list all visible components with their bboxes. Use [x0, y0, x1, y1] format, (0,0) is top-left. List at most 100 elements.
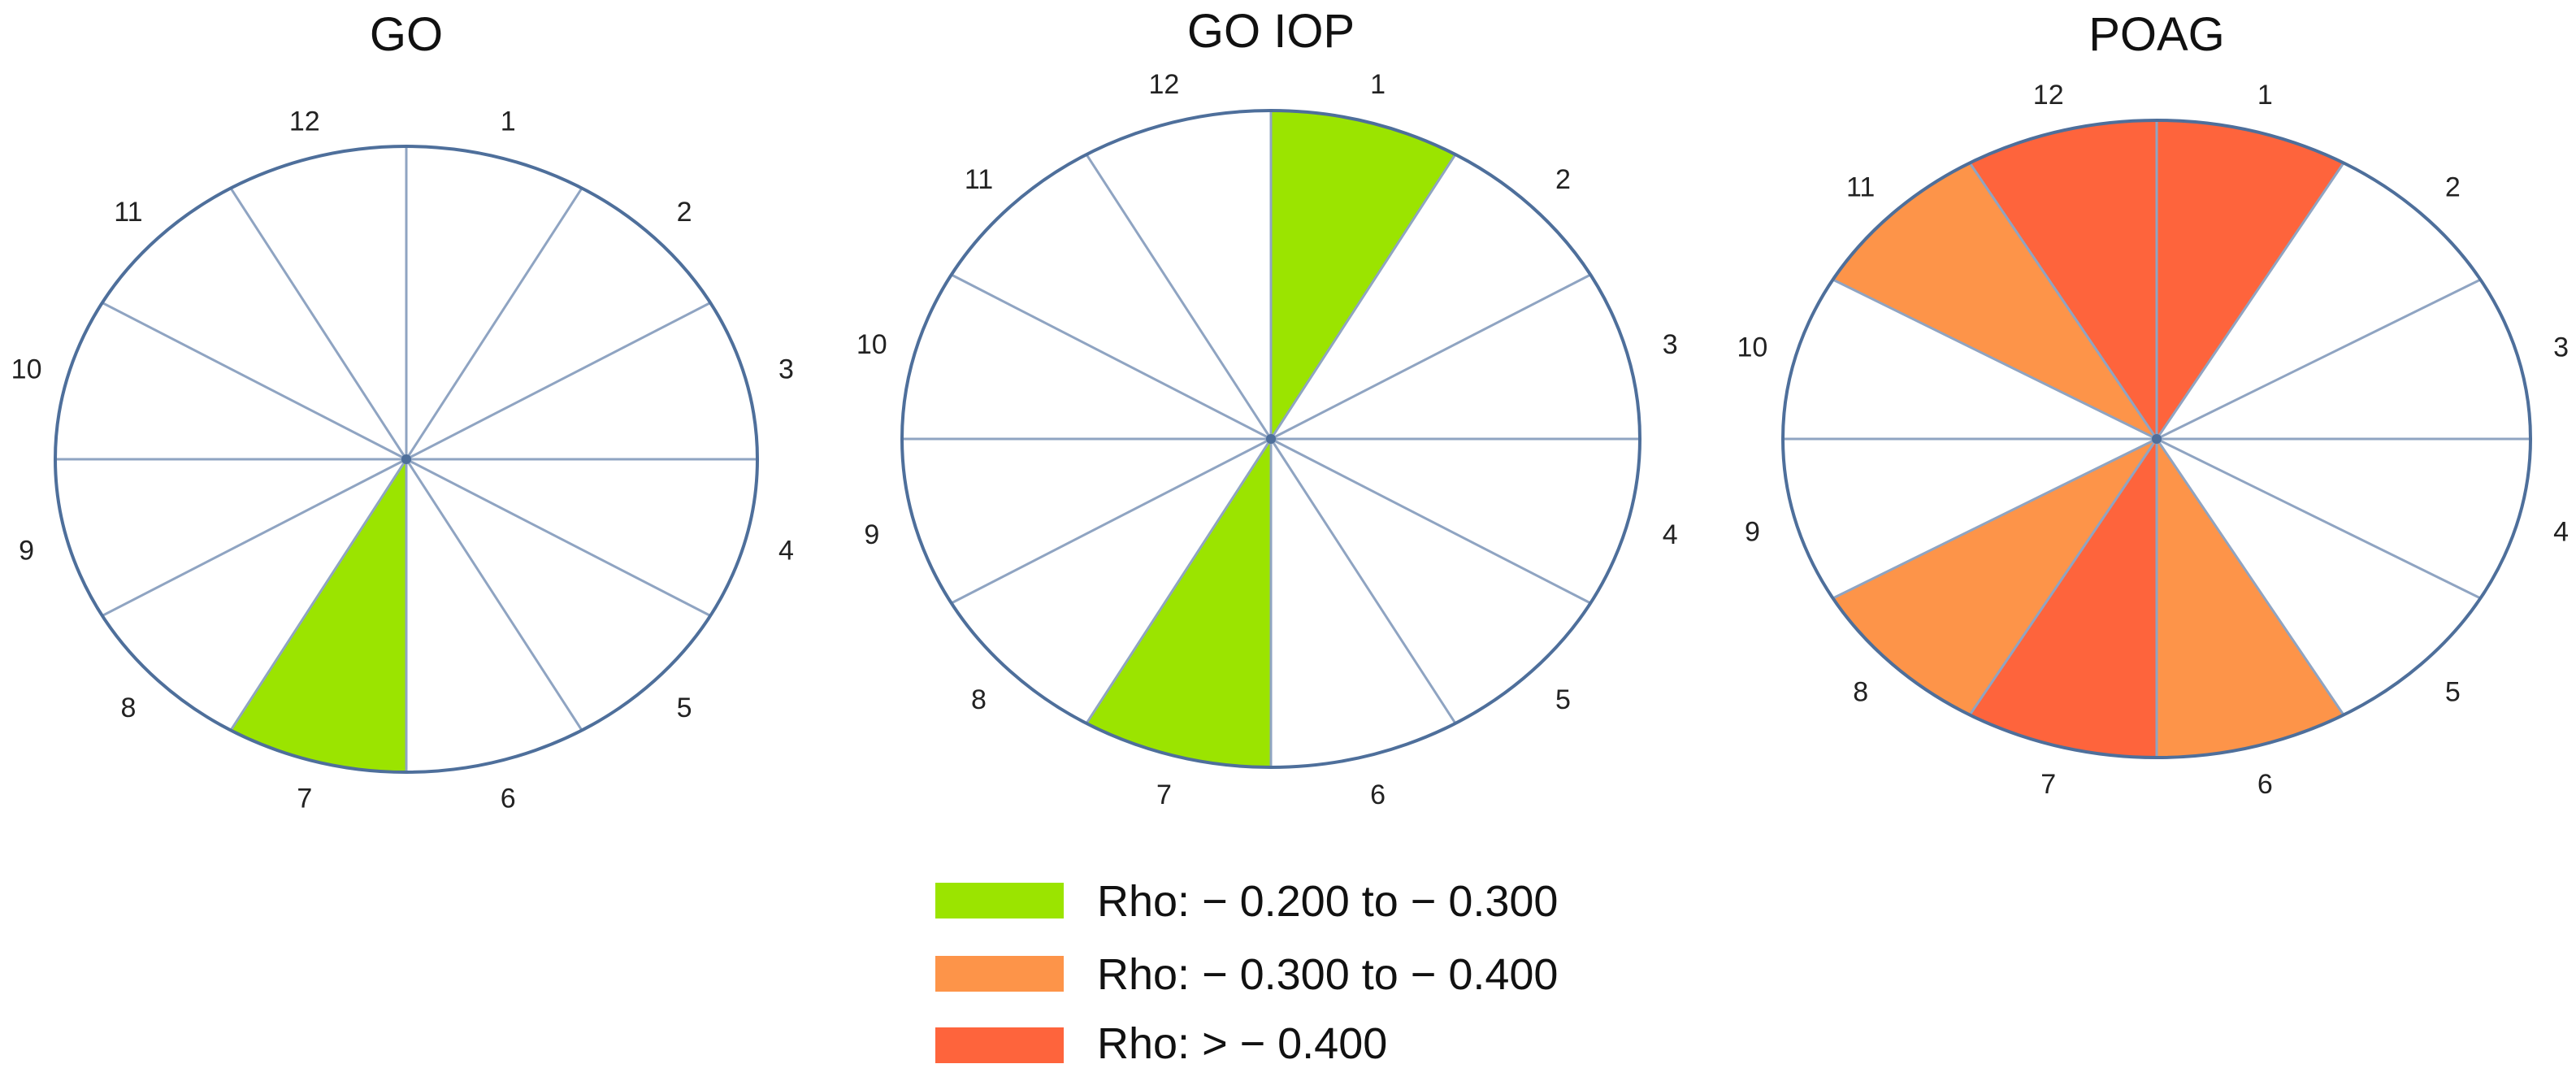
spoke-line — [951, 437, 1272, 605]
sector-1-red — [2157, 120, 2344, 439]
sector-6-orange — [2157, 439, 2344, 758]
sector-7-green — [1086, 439, 1271, 767]
hour-label: 12 — [2033, 80, 2064, 111]
diagram-title: GO IOP — [1187, 5, 1355, 58]
hour-label: 6 — [501, 784, 516, 814]
spoke-line — [1968, 438, 2158, 716]
legend-item-orange: Rho: − 0.300 to − 0.400 — [935, 950, 1558, 999]
hour-label: 11 — [1846, 172, 1875, 203]
hour-label: 2 — [677, 197, 692, 228]
spoke-line — [1968, 162, 2158, 440]
spoke-line — [405, 302, 711, 461]
legend-label: Rho: − 0.300 to − 0.400 — [1097, 950, 1558, 999]
spoke-line — [229, 187, 408, 460]
hour-label: 10 — [11, 354, 42, 384]
hour-label: 10 — [856, 329, 887, 360]
legend-swatch — [935, 1027, 1064, 1063]
sector-8-orange — [1832, 439, 2157, 715]
sector-1-green — [1271, 111, 1455, 439]
spoke-line — [1085, 154, 1273, 440]
hour-label: 3 — [2553, 332, 2569, 363]
spoke-line — [1832, 278, 2158, 441]
spoke-line — [1269, 438, 1457, 724]
hour-label: 7 — [2040, 769, 2056, 800]
hour-label: 3 — [1663, 329, 1678, 360]
spoke-line — [1085, 438, 1273, 724]
hour-label: 3 — [778, 354, 794, 384]
legend-swatch — [935, 883, 1064, 918]
spoke-group — [55, 146, 757, 772]
spoke-line — [2156, 437, 2482, 600]
spoke-line — [405, 458, 711, 617]
legend-label: Rho: > − 0.400 — [1097, 1019, 1387, 1068]
spoke-group — [902, 111, 1640, 767]
legend: Rho: − 0.200 to − 0.300 Rho: − 0.300 to … — [935, 877, 1558, 1068]
spoke-line — [1832, 437, 2158, 600]
hour-label: 5 — [1555, 684, 1571, 715]
sector-group — [231, 459, 406, 772]
spoke-line — [405, 458, 583, 732]
hour-label: 2 — [2445, 172, 2461, 203]
hour-label: 6 — [2257, 769, 2273, 800]
sector-7-red — [1970, 439, 2157, 758]
sector-group — [1832, 120, 2344, 758]
hour-label: 2 — [1555, 164, 1571, 195]
sector-group — [1086, 111, 1455, 767]
spoke-line — [1270, 437, 1591, 605]
hour-label: 12 — [289, 106, 320, 137]
spoke-line — [1270, 273, 1591, 441]
legend-item-red: Rho: > − 0.400 — [935, 1019, 1387, 1068]
diagram-title: POAG — [2088, 8, 2225, 61]
hour-label: 4 — [778, 536, 794, 567]
clock-outline — [900, 109, 1641, 769]
hour-label: 1 — [2257, 80, 2273, 111]
hour-label: 6 — [1370, 780, 1386, 810]
hour-label: 1 — [501, 106, 516, 137]
sector-12-red — [1970, 120, 2157, 439]
hour-label: 9 — [19, 536, 34, 567]
spoke-line — [229, 458, 408, 732]
hour-label: 7 — [1156, 780, 1172, 810]
clock-outline — [1781, 119, 2532, 759]
sector-7-green — [231, 459, 406, 772]
spoke-line — [2155, 438, 2345, 716]
hour-label: 9 — [864, 519, 879, 550]
hour-label: 8 — [120, 693, 136, 723]
legend-item-green: Rho: − 0.200 to − 0.300 — [935, 877, 1558, 926]
hour-label: 4 — [2553, 517, 2569, 548]
legend-label: Rho: − 0.200 to − 0.300 — [1097, 877, 1558, 926]
clock-outline — [54, 145, 759, 774]
hour-label: 7 — [297, 784, 312, 814]
hour-label: 12 — [1148, 69, 1179, 100]
spoke-line — [102, 458, 407, 617]
legend-swatch — [935, 956, 1064, 992]
center-point — [401, 454, 411, 464]
hour-label: 4 — [1663, 519, 1678, 550]
spoke-line — [1269, 154, 1457, 440]
hour-label: 9 — [1745, 517, 1760, 548]
center-point — [1266, 434, 1276, 444]
hour-label: 11 — [114, 197, 142, 228]
hour-label: 8 — [1853, 676, 1868, 707]
spoke-line — [2155, 162, 2345, 440]
spoke-line — [951, 273, 1272, 441]
hour-label: 5 — [677, 693, 692, 723]
spoke-line — [405, 187, 583, 460]
spoke-line — [2156, 278, 2482, 441]
spoke-line — [102, 302, 407, 461]
center-point — [2152, 434, 2162, 444]
hour-label: 10 — [1737, 332, 1767, 363]
diagram-title: GO — [370, 8, 443, 61]
hour-label: 1 — [1370, 69, 1386, 100]
spoke-group — [1783, 120, 2530, 758]
sector-11-orange — [1832, 163, 2157, 439]
hour-label: 11 — [965, 164, 993, 195]
hour-label: 5 — [2445, 676, 2461, 707]
